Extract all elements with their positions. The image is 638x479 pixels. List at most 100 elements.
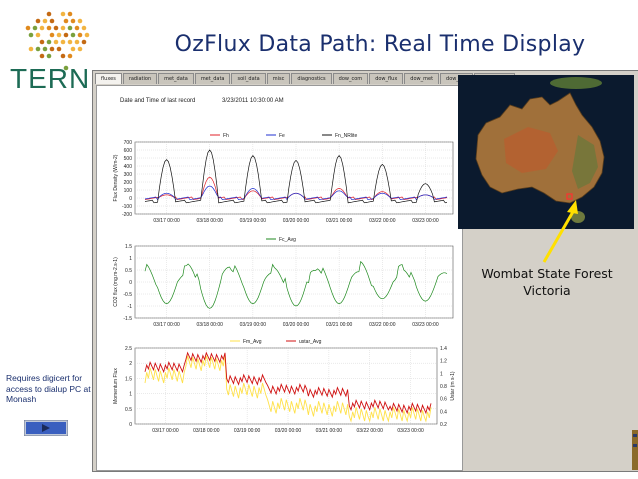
y-tick-label: 0.5 [125,407,132,413]
y-tick-label: -100 [122,204,132,210]
logo-dot [70,32,76,38]
x-tick-label: 03/17 00:00 [153,218,180,224]
logo-dot [63,32,69,38]
next-slide-button[interactable] [24,420,68,436]
logo-dot [60,25,66,31]
x-tick-label: 03/18 00:00 [193,428,220,434]
x-tick-label: 03/22 00:00 [369,322,396,328]
logo-dot [67,25,73,31]
logo-dot [25,25,31,31]
logo-dot [77,46,83,52]
y-tick-label: 300 [124,172,133,178]
y2-tick-label: 0.2 [440,422,447,428]
logo-dot [35,46,41,52]
logo-dot [49,32,55,38]
x-tick-label: 03/18 00:00 [197,322,224,328]
y2-tick-label: 0.6 [440,397,447,403]
logo-dot [46,39,52,45]
logo-dot [32,25,38,31]
logo-dot [46,11,52,17]
tab-radiation[interactable]: radiation [122,73,158,84]
y-tick-label: 100 [124,188,133,194]
tab-bar: fluxes radiation met_data met_data soil_data… [95,73,635,85]
logo-dot [77,32,83,38]
x-tick-label: 03/20 00:00 [283,218,310,224]
map-tasmania [571,211,585,223]
logo-dot [49,18,55,24]
tern-logo: TERN TM [10,11,103,94]
charts-svg: -200 -100 0 100 200 300 400 500 600 700 03/17 00:0… [113,133,456,434]
y-tick-label: -1.5 [123,316,132,322]
x-tick-label: 03/17 00:00 [152,428,179,434]
y-axis-label: CO2 flux (mg.m-2.s-1) [113,257,119,307]
tab-fluxes[interactable]: fluxes [95,73,122,84]
logo-dot [42,46,48,52]
y2-axis-label: Ustar (m s-1) [450,371,456,401]
logo-dot [70,18,76,24]
y-tick-label: 0 [129,196,132,202]
logo-dot [81,25,87,31]
series-line-fc-avg [144,260,448,309]
logo-dot [63,65,69,71]
tab-dow-com[interactable]: dow_com [332,73,369,84]
y-tick-label: 1 [129,256,132,262]
logo-dot [81,39,87,45]
logo-dot [67,53,73,59]
logo-dot [60,39,66,45]
logo-dot [70,46,76,52]
legend-label: Fc_Avg [279,237,296,243]
logo-dot [56,32,62,38]
plot-frame-1 [134,141,454,215]
logo-dot [74,25,80,31]
logo-dot [46,25,52,31]
tab-met-data[interactable]: met_data [194,73,231,84]
y-tick-label: 400 [124,164,133,170]
logo-dot [35,32,41,38]
x-tick-label: 03/18 00:00 [197,218,224,224]
y-tick-label: 0 [129,280,132,286]
map-site-label: Wombat State Forest Victoria [462,265,632,299]
series-line-fe [144,185,448,201]
x-tick-label: 03/21 00:00 [316,428,343,434]
slide-title: OzFlux Data Path: Real Time Display [174,32,586,57]
y2-tick-label: 1.2 [440,359,447,365]
y-tick-label: 600 [124,148,133,154]
y-tick-label: 2 [129,361,132,367]
series-line-fn_nrlite [144,149,448,204]
tab-dow-flux[interactable]: dow_flux [369,73,404,84]
tab-dow-met[interactable]: dow_met [404,73,440,84]
y-tick-label: 200 [124,180,133,186]
logo-dot [84,32,90,38]
x-tick-label: 03/21 00:00 [326,218,353,224]
tab-misc[interactable]: misc [266,73,291,84]
logo-dot [28,46,34,52]
logo-dot [74,39,80,45]
y-tick-label: 700 [124,140,133,146]
y2-tick-label: 0.8 [440,384,447,390]
logo-dot [42,18,48,24]
x-tick-label: 03/20 00:00 [275,428,302,434]
y-tick-label: 500 [124,156,133,162]
last-record-caption: Date and Time of last record [120,98,196,104]
x-tick-label: 03/21 00:00 [326,322,353,328]
y-axis-label: Flux Density (W/m-2) [113,154,119,201]
x-tick-label: 03/19 00:00 [234,428,261,434]
y-tick-label: -200 [122,212,132,218]
tab-met-data[interactable]: met_data [158,73,194,84]
logo-dot [67,39,73,45]
legend-label: Fm_Avg [243,339,262,345]
play-arrow-icon [42,424,50,432]
map-site-label-line1: Wombat State Forest [481,266,613,281]
site-marker [566,193,573,200]
x-tick-label: 03/22 00:00 [357,428,384,434]
legend-label: Fe [279,133,285,139]
series-line-ustar-avg [144,351,432,415]
tab-soil-data[interactable]: soil_data [231,73,266,84]
tab-diagnostics[interactable]: diagnostics [291,73,332,84]
y-tick-label: 2.5 [125,346,132,352]
legend-label: ustar_Avg [299,339,322,345]
logo-dot [28,32,34,38]
map-site-label-line2: Victoria [523,283,571,298]
y-tick-label: 0.5 [125,268,132,274]
map-green-region [572,135,598,189]
